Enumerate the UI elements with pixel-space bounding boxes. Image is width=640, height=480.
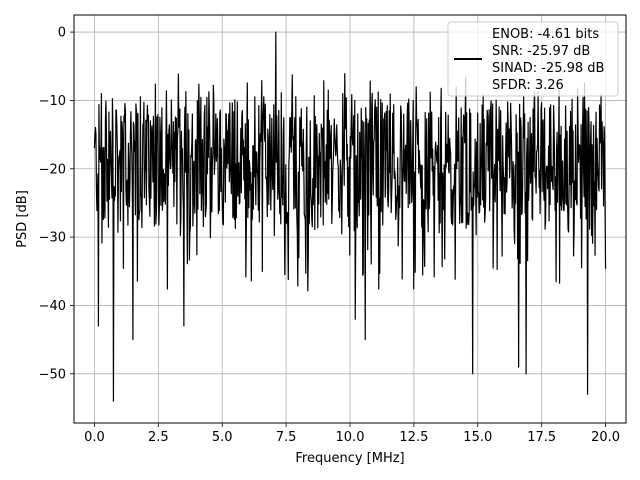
x-tick-label: 5.0 [212, 430, 233, 445]
legend-box [447, 21, 619, 97]
y-axis-label: PSD [dB] [15, 190, 30, 248]
x-tick-label: 0.0 [84, 430, 105, 445]
x-tick-label: 7.5 [276, 430, 297, 445]
x-tick-label: 17.5 [527, 430, 556, 445]
legend-entry-enob: ENOB: -4.61 bits [492, 27, 599, 42]
y-tick-label: −40 [39, 299, 66, 314]
legend-entry-sfdr: SFDR: 3.26 [492, 78, 564, 93]
y-tick-label: 0 [58, 26, 66, 41]
legend: ENOB: -4.61 bits SNR: -25.97 dB SINAD: -… [447, 21, 619, 97]
x-tick-label: 10.0 [336, 430, 365, 445]
legend-entry-sinad: SINAD: -25.98 dB [492, 61, 604, 76]
x-tick-label: 20.0 [591, 430, 620, 445]
y-tick-label: −10 [39, 94, 66, 109]
x-axis-label: Frequency [MHz] [295, 451, 404, 466]
series-layer [93, 31, 607, 402]
psd-series-line [93, 31, 607, 402]
y-tick-label: −30 [39, 231, 66, 246]
y-tick-label: −20 [39, 162, 66, 177]
y-tick-label: −50 [39, 367, 66, 382]
x-tick-label: 2.5 [148, 430, 169, 445]
legend-entry-snr: SNR: -25.97 dB [492, 44, 590, 59]
x-tick-label: 12.5 [399, 430, 428, 445]
x-tick-label: 15.0 [463, 430, 492, 445]
x-axis-ticks: 0.0 2.5 5.0 7.5 10.0 12.5 15.0 17.5 20.0 [84, 423, 620, 445]
y-axis-ticks: 0 −10 −20 −30 −40 −50 [39, 26, 74, 382]
